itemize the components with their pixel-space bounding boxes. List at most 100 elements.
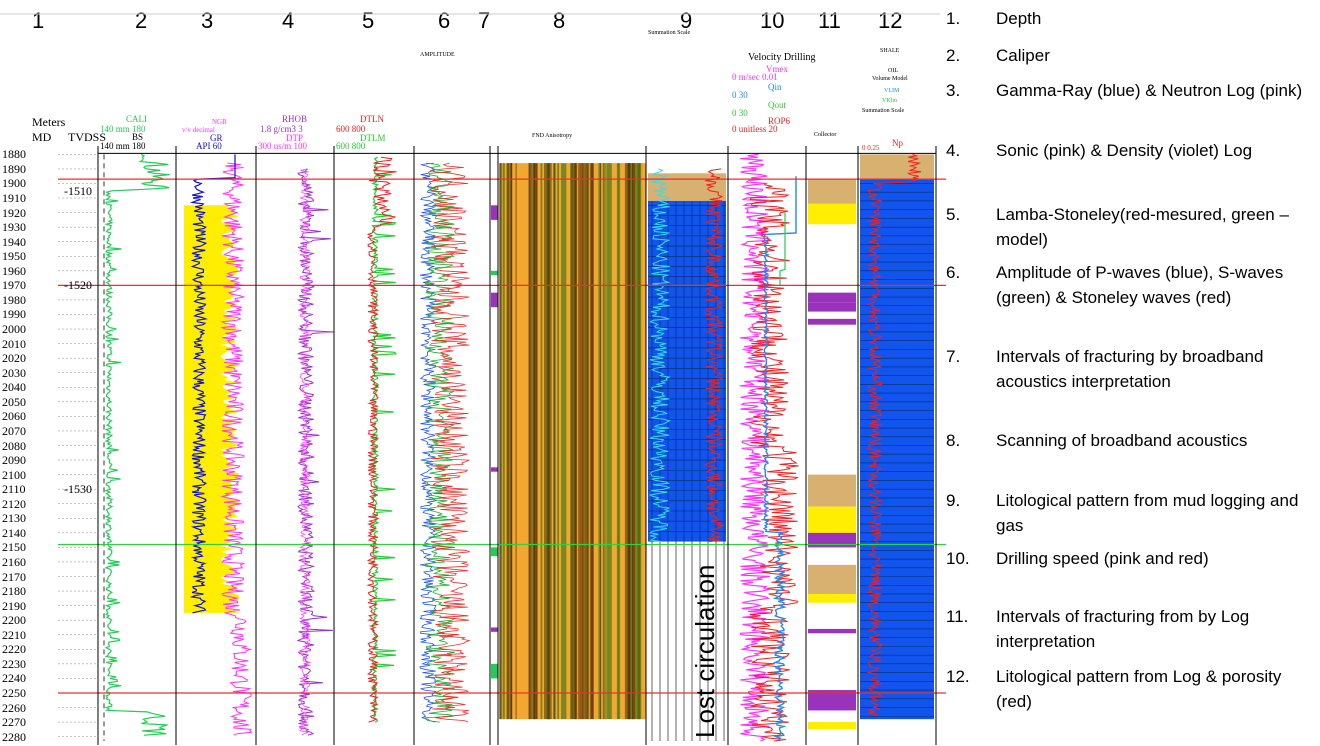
dtln-label: DTLN [360, 114, 384, 124]
depth-label: 2040 [2, 380, 26, 395]
gas-curve [648, 168, 672, 543]
oil-label: OIL [888, 68, 898, 74]
fracture-interval [491, 663, 498, 679]
collector-label: Collector [814, 132, 837, 138]
stoneley-measured-curve [366, 156, 397, 723]
collector-interval [808, 179, 856, 204]
tvdss-label: -1520 [64, 278, 92, 293]
legend-text: Intervals of fracturing from by Log inte… [996, 607, 1250, 651]
fracture-interval [491, 205, 498, 220]
rhob-label: RHOB [282, 114, 308, 124]
tvdss-label: -1530 [64, 482, 92, 497]
lost-circulation-label: Lost circulation [690, 564, 720, 738]
volume-model-label: Volume Model [872, 76, 908, 82]
collector-interval [808, 628, 856, 634]
depth-label: 2230 [2, 656, 26, 671]
legend-num: 9. [946, 491, 961, 510]
track-number-12: 12 [878, 8, 903, 33]
dtp-range: 300 us/m 100 [258, 141, 308, 151]
depth-label: 2020 [2, 351, 26, 366]
depth-label: 2030 [2, 365, 26, 380]
bs-range: 140 mm 180 [100, 141, 146, 151]
depth-label: 1970 [2, 278, 26, 293]
ngr-label: NGR [212, 118, 227, 126]
depth-label: 1890 [2, 161, 26, 176]
qin-label: Qin [768, 82, 782, 92]
fracture-interval [491, 627, 498, 632]
np-range: 0 0.25 [862, 144, 880, 152]
stoneley-wave-curve [430, 162, 471, 723]
np-label: Np [892, 138, 903, 148]
depth-label: 2170 [2, 569, 26, 584]
vmex-curve [739, 153, 771, 742]
amplitude-label: AMPLITUDE [420, 52, 455, 58]
depth-label: 1900 [2, 176, 26, 191]
depth-label: 2100 [2, 467, 26, 482]
depth-label: 1960 [2, 263, 26, 278]
depth-label: 1930 [2, 220, 26, 235]
s-wave-curve [423, 162, 456, 723]
fnd-anisotropy-label: FND Anisotropy [532, 133, 573, 139]
vlim-label: VLIM [884, 88, 900, 94]
legend-text: Litological pattern from Log & porosity … [996, 667, 1282, 711]
depth-label: 1920 [2, 205, 26, 220]
qin-curve [762, 176, 797, 742]
depth-label: 2240 [2, 671, 26, 686]
depth-label: 2270 [2, 715, 26, 730]
marker-lines [58, 178, 946, 694]
depth-label: 2260 [2, 700, 26, 715]
legend-text: Litological pattern from mud logging and… [996, 491, 1299, 535]
fracture-interval [491, 547, 498, 557]
depth-label: 2000 [2, 322, 26, 337]
depth-gridlines [58, 154, 98, 737]
legend-num: 12. [946, 667, 970, 686]
vklin-label: VKlin [882, 98, 897, 104]
depth-label: 2250 [2, 685, 26, 700]
sonic-curve [298, 168, 312, 736]
depth-label: 2190 [2, 598, 26, 613]
depth-label: 2050 [2, 394, 26, 409]
legend-text: Intervals of fracturing by broadband aco… [996, 347, 1264, 391]
depth-label: 1950 [2, 249, 26, 264]
depth-label: 2080 [2, 438, 26, 453]
qout-label: Qout [768, 100, 786, 110]
depth-label: 2210 [2, 627, 26, 642]
rop-label: ROP6 [768, 116, 791, 126]
collector-interval [808, 292, 856, 303]
collector-interval [808, 593, 856, 603]
shale-label: SHALE [880, 48, 900, 54]
depth-label: 1990 [2, 307, 26, 322]
legend-text: Lamba-Stoneley(red-mesured, green – mode… [996, 205, 1289, 249]
collector-interval [808, 318, 856, 325]
dtln-range: 600 800 [336, 124, 366, 134]
summation-scale-label-9: Summation Scale [648, 30, 691, 36]
depth-label: 2140 [2, 525, 26, 540]
dtlm-label: DTLM [360, 133, 386, 143]
depth-label: 2070 [2, 423, 26, 438]
collector-interval [808, 474, 856, 507]
caliper-curve [104, 153, 170, 736]
legend-num: 6. [946, 263, 961, 282]
legend-num: 7. [946, 347, 961, 366]
depth-label: 2180 [2, 584, 26, 599]
depth-label: 2150 [2, 540, 26, 555]
collector-interval [808, 506, 856, 533]
meters-label: Meters [32, 115, 66, 129]
velocity-drilling-label: Velocity Drilling [748, 52, 816, 63]
gr-curve [189, 154, 236, 614]
track-number-10: 10 [760, 8, 785, 33]
lith12-shale-block [860, 154, 934, 180]
legend-text: Gamma-Ray (blue) & Neutron Log (pink) [996, 81, 1303, 100]
mud-red-curve [704, 168, 725, 543]
qin-range: 0 30 [732, 90, 748, 100]
tvdss-label: -1510 [64, 183, 92, 198]
p-wave-curve [419, 162, 437, 723]
depth-label: 2120 [2, 496, 26, 511]
neutron-curve [220, 162, 253, 736]
cali-range: 140 mm 180 [100, 124, 146, 134]
legend-text: Caliper [996, 46, 1050, 65]
depth-label: 2090 [2, 453, 26, 468]
vmex-label: Vmex [766, 64, 788, 74]
qout-range: 0 30 [732, 108, 748, 118]
tvdss-label: TVDSS [68, 130, 107, 144]
